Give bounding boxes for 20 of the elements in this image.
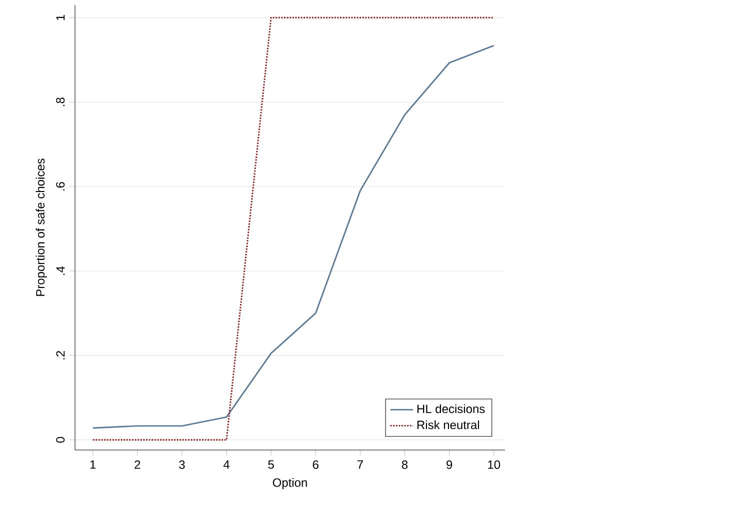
x-tick-label: 3 [179,460,185,469]
x-tick-label: 7 [357,460,363,469]
x-tick-label: 5 [268,460,274,469]
x-tick-label: 10 [488,460,500,469]
y-tick-label: 1 [56,14,65,20]
legend-label: Risk neutral [417,420,480,430]
x-tick-label: 9 [446,460,452,469]
x-tick-label: 6 [312,460,318,469]
x-tick-label: 4 [223,460,230,469]
x-tick-label: 1 [90,460,96,469]
x-axis-title: Option [272,478,307,490]
y-tick-label: .2 [56,351,65,360]
x-tick-label: 8 [402,460,408,469]
y-axis-title: Proportion of safe choices [36,158,47,296]
y-tick-label: 0 [56,436,65,443]
y-tick-label: .6 [56,182,65,190]
y-tick-label: .4 [56,266,65,275]
x-tick-label: 2 [134,460,140,469]
legend-label: HL decisions [417,404,485,414]
y-tick-label: .8 [56,98,65,106]
